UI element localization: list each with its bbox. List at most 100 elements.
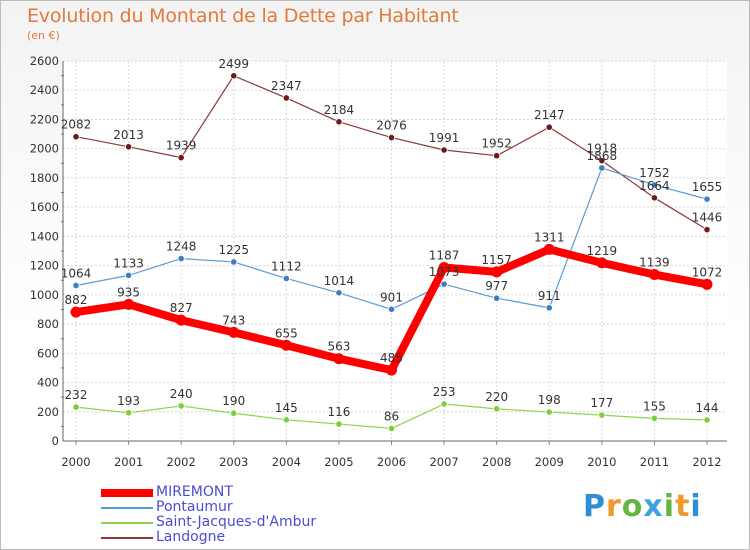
data-point — [177, 154, 185, 162]
data-point — [282, 274, 290, 283]
y-tick-label: 800 — [37, 317, 59, 331]
data-point — [72, 133, 80, 141]
x-tick-label: 2006 — [377, 455, 406, 469]
data-label: 1655 — [692, 180, 723, 194]
y-tick-label: 1600 — [30, 200, 59, 214]
data-label: 2076 — [376, 119, 407, 133]
data-label: 2347 — [271, 79, 302, 93]
data-label: 240 — [170, 387, 193, 401]
data-point — [333, 353, 345, 365]
legend-item: Landogne — [101, 530, 316, 545]
logo-letter: P — [583, 489, 606, 524]
data-label: 882 — [65, 293, 88, 307]
data-label: 190 — [222, 394, 245, 408]
data-label: 2499 — [218, 57, 249, 71]
data-point — [703, 226, 711, 234]
x-tick-label: 2009 — [535, 455, 564, 469]
series-3 — [72, 72, 711, 234]
legend-label: Landogne — [156, 529, 226, 545]
x-tick-label: 2001 — [114, 455, 143, 469]
logo-letter: o — [621, 489, 644, 524]
data-point — [72, 281, 80, 290]
data-label: 232 — [65, 388, 88, 402]
data-label: 1112 — [271, 259, 302, 273]
y-tick-label: 2600 — [30, 54, 59, 68]
data-point — [703, 195, 711, 203]
data-point — [230, 409, 238, 417]
logo-letter: x — [643, 489, 664, 524]
data-point — [72, 403, 80, 411]
data-point — [545, 304, 553, 312]
data-label: 253 — [433, 385, 456, 399]
data-label: 827 — [170, 301, 193, 315]
data-point — [440, 280, 448, 288]
data-point — [650, 414, 659, 422]
x-tick-label: 2004 — [272, 455, 301, 469]
data-label: 1311 — [534, 230, 565, 244]
chart-subtitle: (en €) — [27, 29, 60, 42]
x-tick-label: 2005 — [324, 455, 353, 469]
data-point — [650, 181, 659, 189]
data-point — [545, 408, 553, 416]
data-label: 1064 — [61, 266, 92, 280]
data-label: 935 — [117, 285, 140, 299]
y-tick-label: 2000 — [30, 142, 59, 156]
data-label: 1139 — [639, 256, 670, 270]
data-label: 1952 — [481, 137, 512, 151]
data-point — [701, 278, 713, 290]
data-label: 901 — [380, 290, 403, 304]
data-point — [124, 409, 133, 417]
data-label: 2013 — [113, 128, 144, 142]
y-tick-label: 1800 — [30, 171, 59, 185]
data-point — [440, 146, 448, 154]
data-label: 144 — [696, 401, 719, 415]
data-label: 977 — [485, 279, 508, 293]
x-tick-label: 2007 — [429, 455, 458, 469]
data-point — [598, 411, 606, 419]
data-point — [493, 152, 501, 160]
data-point — [123, 298, 135, 310]
x-tick-label: 2003 — [219, 455, 248, 469]
data-label: 655 — [275, 326, 298, 340]
data-point — [703, 416, 711, 424]
plot-area — [63, 61, 727, 441]
data-label: 1752 — [639, 166, 670, 180]
data-point — [177, 255, 185, 263]
y-tick-label: 1200 — [30, 259, 59, 273]
data-point — [124, 271, 133, 280]
data-point — [440, 400, 448, 408]
data-label: 1664 — [639, 179, 670, 193]
series-1 — [72, 164, 711, 313]
data-label: 1072 — [692, 265, 723, 279]
x-tick-label: 2000 — [61, 455, 90, 469]
legend-item: Pontaumur — [101, 500, 316, 515]
x-tick-label: 2011 — [640, 455, 669, 469]
legend-swatch — [101, 521, 153, 524]
chart-title: Evolution du Montant de la Dette par Hab… — [27, 5, 459, 27]
y-tick-label: 2400 — [30, 83, 59, 97]
y-tick-label: 0 — [52, 434, 59, 448]
data-point — [493, 405, 501, 413]
data-point — [598, 157, 606, 165]
data-label: 485 — [380, 351, 403, 365]
x-tick-label: 2008 — [482, 455, 511, 469]
data-label: 563 — [327, 340, 350, 354]
data-point — [280, 339, 292, 351]
data-label: 116 — [327, 405, 350, 419]
data-point — [335, 118, 343, 126]
x-tick-label: 2010 — [587, 455, 616, 469]
y-tick-label: 400 — [37, 376, 59, 390]
y-tick-label: 1400 — [30, 229, 59, 243]
data-label: 911 — [538, 289, 561, 303]
data-label: 86 — [384, 409, 399, 423]
data-label: 1187 — [429, 249, 460, 263]
data-point — [387, 133, 396, 142]
data-label: 145 — [275, 401, 298, 415]
data-label: 198 — [538, 393, 561, 407]
data-label: 1939 — [166, 139, 197, 153]
x-tick-label: 2002 — [167, 455, 196, 469]
data-point — [545, 123, 553, 131]
data-label: 2184 — [324, 103, 355, 117]
